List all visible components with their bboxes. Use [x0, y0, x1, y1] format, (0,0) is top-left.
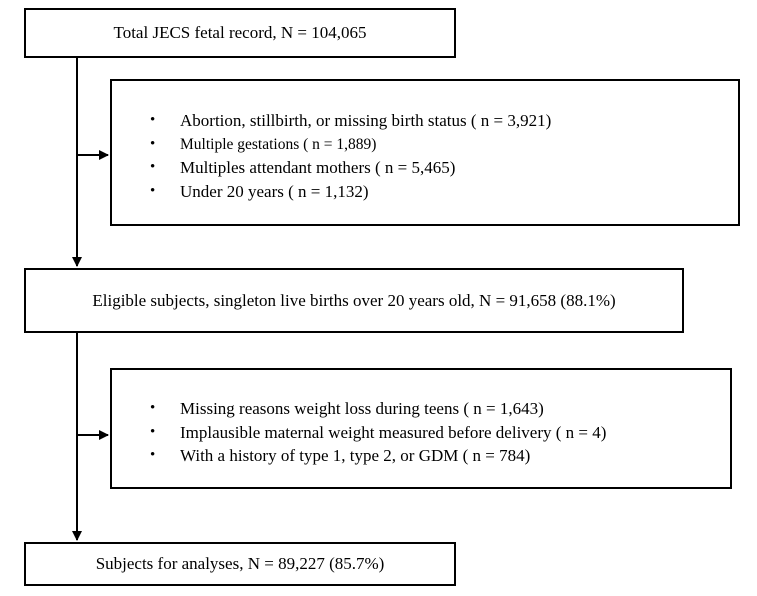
exclusion-item: • Multiples attendant mothers ( n = 5,465…: [112, 156, 738, 180]
final-subjects-text: Subjects for analyses, N = 89,227 (85.7%…: [95, 554, 385, 573]
bullet-icon: •: [150, 135, 156, 152]
exclusion-list-1: • Abortion, stillbirth, or missing birth …: [112, 109, 738, 203]
bullet-icon: •: [150, 423, 156, 440]
total-records-text: Total JECS fetal record, N = 104,065: [113, 23, 367, 42]
exclusion-item: • Abortion, stillbirth, or missing birth …: [112, 109, 738, 133]
exclusion-box-2: • Missing reasons weight loss during teen…: [110, 368, 732, 489]
eligible-subjects-text: Eligible subjects, singleton live births…: [92, 290, 616, 310]
exclusion-list-2: • Missing reasons weight loss during teen…: [112, 397, 730, 468]
bullet-icon: •: [150, 159, 156, 175]
bullet-icon: •: [150, 447, 156, 463]
bullet-icon: •: [150, 400, 156, 416]
total-records-box: Total JECS fetal record, N = 104,065: [24, 8, 456, 58]
exclusion-item: • Implausible maternal weight measured be…: [112, 421, 730, 445]
final-subjects-box: Subjects for analyses, N = 89,227 (85.7%…: [24, 542, 456, 586]
exclusion-box-1: • Abortion, stillbirth, or missing birth …: [110, 79, 740, 226]
exclusion-item: • With a history of type 1, type 2, or GD…: [112, 444, 730, 468]
eligible-subjects-box: Eligible subjects, singleton live births…: [24, 268, 684, 333]
bullet-icon: •: [150, 112, 156, 128]
exclusion-item: • Under 20 years ( n = 1,132): [112, 180, 738, 204]
exclusion-item: • Multiple gestations ( n = 1,889): [112, 133, 738, 157]
exclusion-item: • Missing reasons weight loss during teen…: [112, 397, 730, 421]
bullet-icon: •: [150, 182, 156, 199]
